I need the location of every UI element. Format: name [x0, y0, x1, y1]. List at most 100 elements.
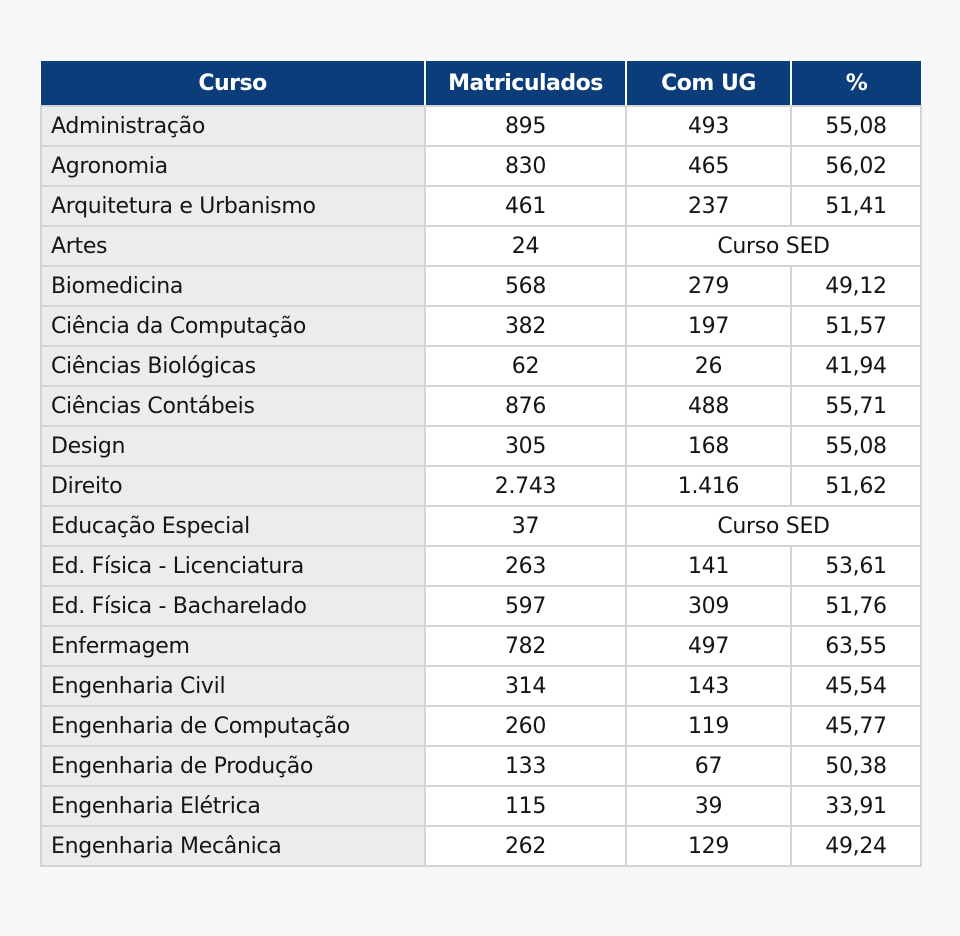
table-row: Direito 2.743 1.416 51,62 — [40, 465, 922, 507]
cell-com-ug: 168 — [625, 425, 792, 467]
cell-percent: 55,71 — [790, 385, 922, 427]
table-row: Ed. Física - Bacharelado 597 309 51,76 — [40, 585, 922, 627]
table-row: Engenharia de Produção 133 67 50,38 — [40, 745, 922, 787]
cell-curso: Ciências Biológicas — [40, 345, 426, 387]
cell-curso: Administração — [40, 105, 426, 147]
table-row: Administração 895 493 55,08 — [40, 105, 922, 147]
cell-curso: Artes — [40, 225, 426, 267]
cell-com-ug: 141 — [625, 545, 792, 587]
cell-curso: Engenharia Mecânica — [40, 825, 426, 867]
cell-percent: 55,08 — [790, 425, 922, 467]
cell-curso: Ciências Contábeis — [40, 385, 426, 427]
cell-curso: Design — [40, 425, 426, 467]
cell-percent: 41,94 — [790, 345, 922, 387]
cell-percent: 45,54 — [790, 665, 922, 707]
cell-curso: Enfermagem — [40, 625, 426, 667]
cell-curso: Educação Especial — [40, 505, 426, 547]
cell-com-ug: 143 — [625, 665, 792, 707]
cell-matriculados: 461 — [424, 185, 627, 227]
cell-matriculados: 262 — [424, 825, 627, 867]
header-row: Curso Matriculados Com UG % — [41, 61, 921, 107]
cell-com-ug: 39 — [625, 785, 792, 827]
enrollment-table: Curso Matriculados Com UG % Administraçã… — [40, 61, 922, 867]
table-row: Agronomia 830 465 56,02 — [40, 145, 922, 187]
table-row: Engenharia Mecânica 262 129 49,24 — [40, 825, 922, 867]
table-row: Ed. Física - Licenciatura 263 141 53,61 — [40, 545, 922, 587]
cell-com-ug: 488 — [625, 385, 792, 427]
table-row: Educação Especial 37 Curso SED — [40, 505, 922, 547]
cell-curso: Agronomia — [40, 145, 426, 187]
table-row: Engenharia Elétrica 115 39 33,91 — [40, 785, 922, 827]
cell-matriculados: 133 — [424, 745, 627, 787]
header-percent: % — [791, 61, 921, 107]
cell-matriculados: 382 — [424, 305, 627, 347]
cell-matriculados: 782 — [424, 625, 627, 667]
cell-com-ug: 1.416 — [625, 465, 792, 507]
cell-matriculados: 568 — [424, 265, 627, 307]
cell-curso: Engenharia de Produção — [40, 745, 426, 787]
cell-curso: Arquitetura e Urbanismo — [40, 185, 426, 227]
table-row: Arquitetura e Urbanismo 461 237 51,41 — [40, 185, 922, 227]
header-curso: Curso — [41, 61, 426, 107]
cell-percent: 49,12 — [790, 265, 922, 307]
cell-com-ug: 493 — [625, 105, 792, 147]
cell-curso: Ed. Física - Bacharelado — [40, 585, 426, 627]
cell-matriculados: 305 — [424, 425, 627, 467]
table-row: Ciências Contábeis 876 488 55,71 — [40, 385, 922, 427]
cell-percent: 51,41 — [790, 185, 922, 227]
cell-curso: Ed. Física - Licenciatura — [40, 545, 426, 587]
cell-percent: 51,62 — [790, 465, 922, 507]
cell-com-ug: 465 — [625, 145, 792, 187]
cell-curso: Engenharia Elétrica — [40, 785, 426, 827]
table-body: Administração 895 493 55,08 Agronomia 830 465 5… — [40, 105, 922, 867]
cell-com-ug: 309 — [625, 585, 792, 627]
cell-matriculados: 37 — [424, 505, 627, 547]
header-com-ug: Com UG — [626, 61, 792, 107]
cell-matriculados: 263 — [424, 545, 627, 587]
cell-com-ug: 497 — [625, 625, 792, 667]
cell-curso: Engenharia Civil — [40, 665, 426, 707]
cell-matriculados: 24 — [424, 225, 627, 267]
enrollment-table-container: Curso Matriculados Com UG % Administraçã… — [40, 61, 922, 867]
cell-curso: Engenharia de Computação — [40, 705, 426, 747]
cell-curso: Biomedicina — [40, 265, 426, 307]
table-row: Engenharia Civil 314 143 45,54 — [40, 665, 922, 707]
table-row: Biomedicina 568 279 49,12 — [40, 265, 922, 307]
table-header: Curso Matriculados Com UG % — [41, 61, 921, 107]
cell-percent: 51,57 — [790, 305, 922, 347]
table-row: Enfermagem 782 497 63,55 — [40, 625, 922, 667]
table-row: Ciências Biológicas 62 26 41,94 — [40, 345, 922, 387]
cell-percent: 51,76 — [790, 585, 922, 627]
table-row: Artes 24 Curso SED — [40, 225, 922, 267]
cell-percent: 33,91 — [790, 785, 922, 827]
cell-com-ug: 129 — [625, 825, 792, 867]
table-row: Engenharia de Computação 260 119 45,77 — [40, 705, 922, 747]
cell-com-ug: 197 — [625, 305, 792, 347]
cell-matriculados: 895 — [424, 105, 627, 147]
table-row: Ciência da Computação 382 197 51,57 — [40, 305, 922, 347]
cell-percent: 55,08 — [790, 105, 922, 147]
cell-note: Curso SED — [625, 225, 922, 267]
cell-curso: Direito — [40, 465, 426, 507]
cell-percent: 56,02 — [790, 145, 922, 187]
cell-curso: Ciência da Computação — [40, 305, 426, 347]
cell-matriculados: 115 — [424, 785, 627, 827]
header-matriculados: Matriculados — [425, 61, 627, 107]
cell-com-ug: 237 — [625, 185, 792, 227]
cell-matriculados: 314 — [424, 665, 627, 707]
cell-matriculados: 2.743 — [424, 465, 627, 507]
cell-com-ug: 279 — [625, 265, 792, 307]
cell-matriculados: 830 — [424, 145, 627, 187]
cell-note: Curso SED — [625, 505, 922, 547]
cell-percent: 53,61 — [790, 545, 922, 587]
cell-matriculados: 62 — [424, 345, 627, 387]
cell-percent: 49,24 — [790, 825, 922, 867]
cell-percent: 50,38 — [790, 745, 922, 787]
cell-percent: 63,55 — [790, 625, 922, 667]
cell-com-ug: 119 — [625, 705, 792, 747]
cell-matriculados: 597 — [424, 585, 627, 627]
cell-matriculados: 260 — [424, 705, 627, 747]
cell-com-ug: 26 — [625, 345, 792, 387]
cell-percent: 45,77 — [790, 705, 922, 747]
cell-matriculados: 876 — [424, 385, 627, 427]
